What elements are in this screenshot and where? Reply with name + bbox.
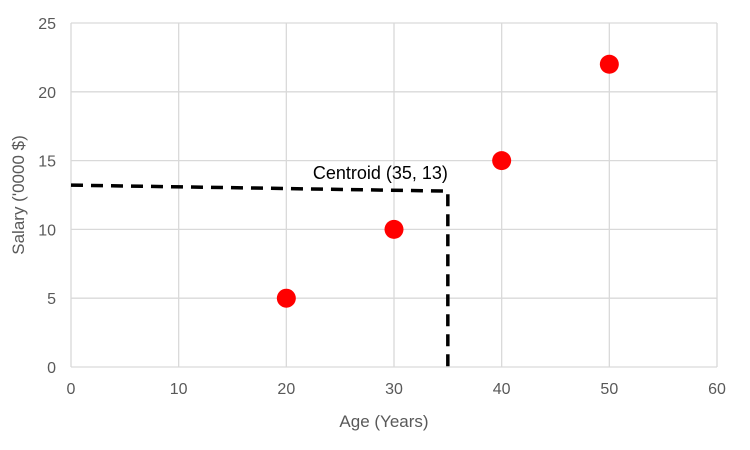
data-point	[492, 151, 512, 171]
x-tick-label: 30	[385, 381, 403, 398]
gridlines	[70, 22, 718, 368]
centroid-guides	[70, 183, 450, 367]
data-points	[276, 54, 619, 308]
x-tick-label: 50	[600, 381, 618, 398]
x-tick-label: 40	[493, 381, 511, 398]
y-tick-label: 10	[38, 222, 56, 239]
y-tick-label: 0	[47, 360, 56, 377]
data-point	[599, 54, 619, 74]
y-tick-label: 20	[38, 85, 56, 102]
y-tick-label: 15	[38, 154, 56, 171]
data-point	[276, 288, 296, 308]
x-axis-title: Age (Years)	[339, 412, 428, 431]
centroid-annotation: Centroid (35, 13)	[313, 163, 448, 183]
y-tick-labels: 0 5 10 15 20 25	[38, 16, 56, 377]
x-tick-label: 10	[170, 381, 188, 398]
x-tick-labels: 0 10 20 30 40 50 60	[67, 381, 726, 398]
y-tick-label: 25	[38, 16, 56, 33]
x-tick-label: 0	[67, 381, 76, 398]
y-tick-label: 5	[47, 291, 56, 308]
centroid-guide-line	[70, 183, 450, 367]
x-tick-label: 20	[277, 381, 295, 398]
data-point	[384, 219, 404, 239]
x-tick-label: 60	[708, 381, 726, 398]
y-axis-title: Salary ('0000 $)	[9, 135, 28, 254]
